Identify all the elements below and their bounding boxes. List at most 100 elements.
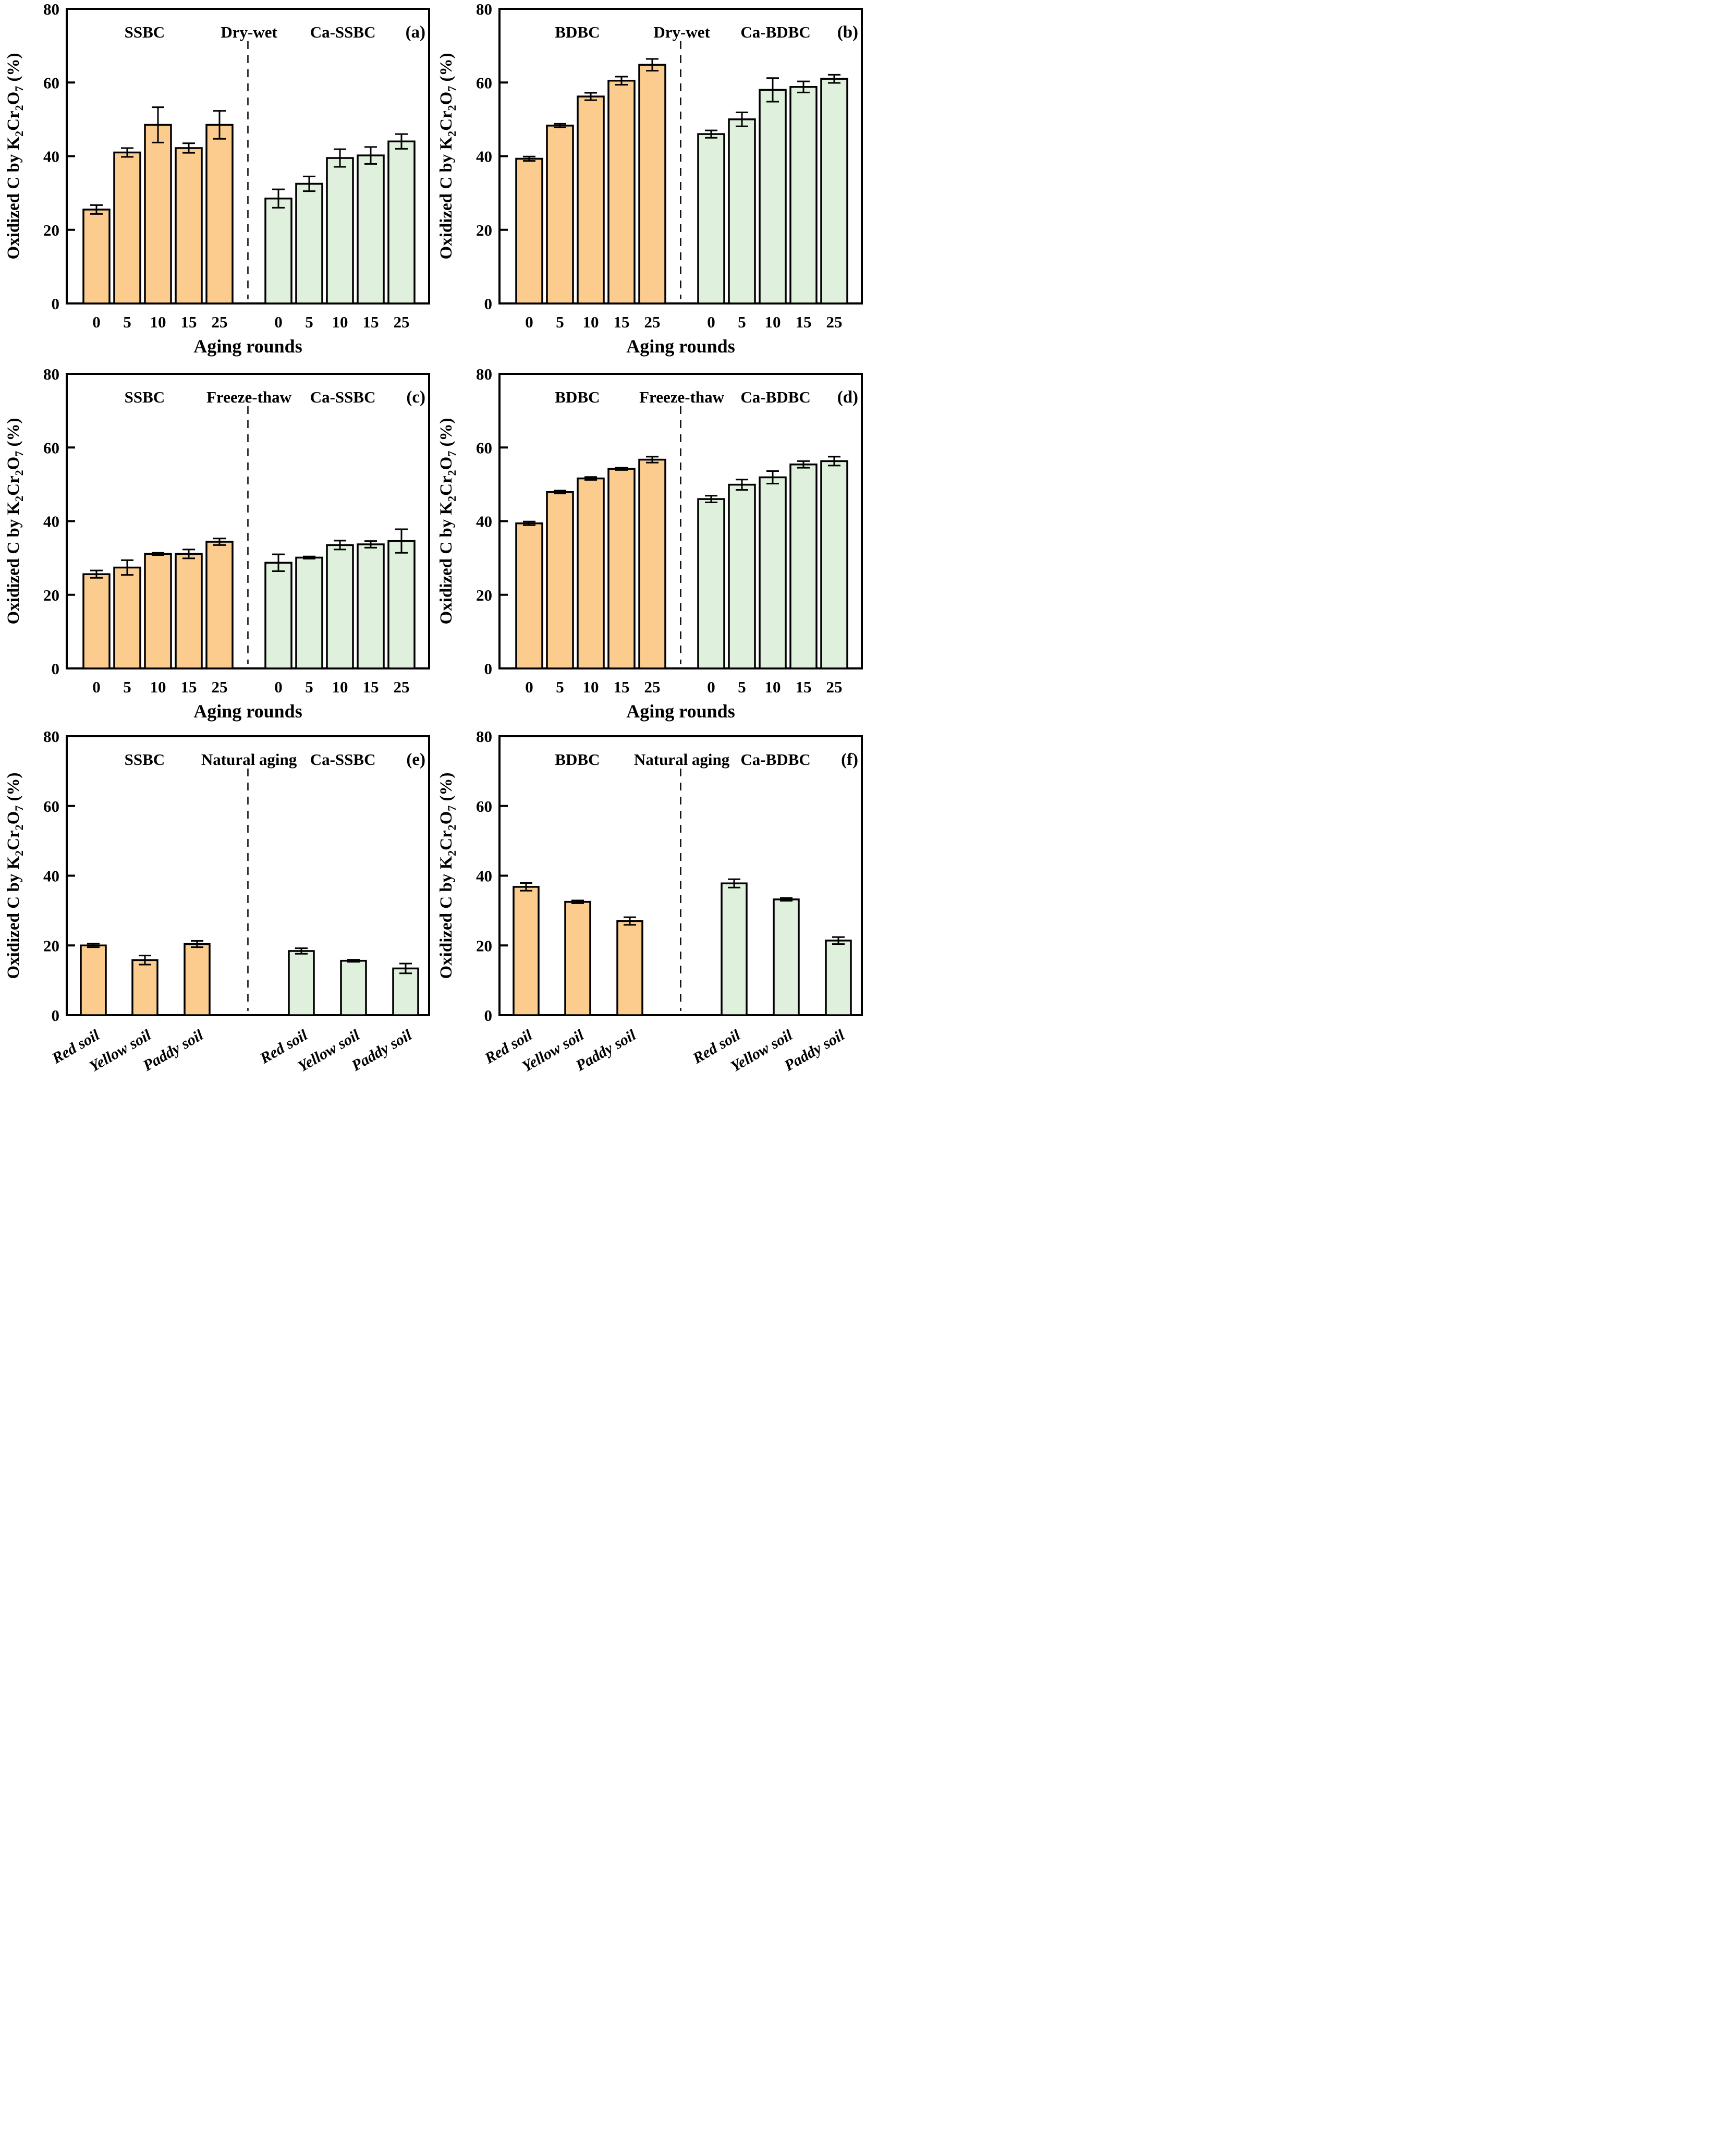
panel-letter: (c) [406,388,425,407]
aging-treatment-label: Natural aging [201,750,297,769]
x-tick-label: 15 [181,678,197,696]
bar [131,959,159,1016]
x-tick-label: 25 [644,678,661,696]
bar [577,95,605,304]
x-tick-label: 10 [765,313,781,331]
bar [577,477,605,669]
bar [728,118,756,304]
y-tick-label: 20 [476,586,492,604]
ylabel-subscript: 7 [13,86,26,92]
bar [773,898,800,1016]
y-tick-label: 20 [476,936,492,955]
ylabel-subscript: 7 [445,86,458,92]
x-tick-label: Paddy soil [140,1026,206,1075]
y-tick-label: 20 [43,586,59,604]
x-tick-label: 10 [150,313,166,331]
bar [175,553,203,669]
x-tick-label: 0 [525,678,533,696]
bar [82,573,111,669]
bar [205,541,234,669]
bar [564,900,591,1016]
group-label-left: SSBC [125,750,165,769]
bar [789,86,818,304]
bar [326,544,354,669]
group-label-right: Ca-BDBC [740,23,810,41]
bar [825,940,852,1016]
ylabel-subscript: 2 [13,824,26,830]
ylabel-segment: O [4,457,23,470]
group-label-left: BDBC [555,750,600,769]
group-label-left: BDBC [555,388,600,406]
ylabel-segment: (%) [4,53,23,86]
ylabel-subscript: 7 [13,806,26,811]
bar [697,498,725,669]
group-label-right: Ca-SSBC [310,23,376,41]
aging-treatment-label: Dry-wet [653,23,710,41]
x-tick-label: 15 [363,313,379,331]
bar [607,468,636,669]
x-tick-label: 5 [305,678,313,696]
y-tick-label: 80 [476,365,492,383]
x-tick-label: 15 [796,313,812,331]
bar [721,882,748,1016]
y-tick-label: 60 [476,74,492,92]
ylabel-subscript: 2 [445,105,458,111]
bar [205,124,234,304]
y-tick-label: 0 [52,660,60,678]
y-tick-label: 40 [43,148,59,166]
x-axis-title: Aging rounds [626,336,735,357]
x-tick-label: 5 [738,678,746,696]
figure-grid: 0 20 40 60 80 Oxidized C by K2Cr2O7 (%) 0 5 10 15… [0,0,866,1078]
x-tick-label: 0 [92,678,101,696]
group-label-left: SSBC [125,388,165,406]
ylabel-subscript: 7 [13,451,26,457]
x-axis-title: Aging rounds [193,336,302,357]
bar [184,943,211,1016]
x-axis-title: Aging rounds [626,701,735,722]
ylabel-subscript: 7 [445,451,458,457]
aging-treatment-label: Natural aging [634,750,730,769]
x-tick-label: 10 [332,678,348,696]
panel-letter: (b) [837,23,858,42]
ylabel-subscript: 2 [13,496,26,502]
ylabel-segment: (%) [437,53,456,86]
x-tick-label: 15 [363,678,379,696]
x-tick-label: 25 [826,678,843,696]
ylabel-subscript: 2 [445,470,458,476]
x-tick-label: 10 [583,678,599,696]
y-tick-label: 40 [43,867,59,885]
y-axis-title: Oxidized C by K2Cr2O7 (%) [4,53,26,260]
bar [113,151,141,304]
x-tick-label: 5 [556,313,564,331]
x-tick-label: 0 [92,313,101,331]
x-tick-label: 25 [394,313,410,331]
x-tick-label: Paddy soil [572,1026,639,1075]
y-tick-label: 60 [43,438,59,457]
bar [113,566,141,669]
y-tick-label: 40 [476,148,492,166]
x-tick-label: 10 [332,313,348,331]
bar [728,483,756,669]
x-tick-label: 15 [614,313,630,331]
ylabel-subscript: 2 [445,496,458,502]
ylabel-subscript: 2 [13,850,26,856]
bar [295,182,323,304]
group-label-left: BDBC [555,23,600,41]
ylabel-segment: Cr [437,476,456,495]
bar [697,133,725,304]
ylabel-subscript: 2 [445,824,458,830]
x-tick-label: 0 [707,678,715,696]
ylabel-segment: (%) [4,773,23,806]
x-axis-title: Aging rounds [193,701,302,722]
x-tick-label: 5 [556,678,564,696]
ylabel-subscript: 2 [13,105,26,111]
ylabel-segment: (%) [437,773,456,806]
ylabel-segment: Oxidized C by K [4,502,23,625]
x-tick-label: 0 [707,313,715,331]
y-tick-label: 80 [43,730,59,746]
bar [144,553,172,669]
y-tick-label: 0 [484,660,493,678]
bar [638,458,666,669]
